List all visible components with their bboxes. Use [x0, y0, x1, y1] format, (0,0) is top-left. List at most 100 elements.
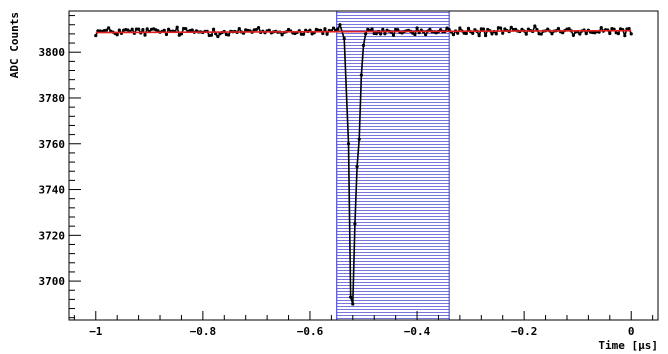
plot-frame [68, 10, 659, 321]
waveform-point [481, 27, 486, 31]
waveform-point [379, 32, 383, 36]
waveform-point [616, 32, 620, 36]
waveform-point [364, 32, 368, 36]
waveform-point [141, 28, 145, 32]
waveform-point [209, 33, 214, 37]
waveform-point [164, 32, 169, 37]
highlight-region-layer [336, 11, 450, 320]
waveform-point [357, 137, 361, 141]
waveform-point [361, 43, 366, 47]
y-tick-label: 3740 [39, 184, 66, 197]
waveform-point [428, 27, 432, 31]
fit-line [95, 29, 632, 34]
waveform-point [301, 32, 306, 36]
waveform-point [256, 26, 261, 30]
series-layer [94, 23, 633, 306]
waveform-point [323, 27, 327, 31]
waveform-point [451, 33, 456, 37]
waveform-point [599, 26, 603, 30]
waveform-point [556, 26, 561, 31]
waveform-point [338, 23, 342, 27]
waveform-point [533, 24, 537, 28]
waveform-point [370, 27, 374, 31]
waveform-point [184, 27, 188, 31]
waveform-point [355, 165, 359, 169]
waveform-point [321, 31, 325, 36]
waveform-point [550, 32, 554, 36]
waveform-point [104, 28, 109, 32]
waveform-point [143, 33, 147, 37]
x-axis-title: Time [μs] [598, 339, 658, 352]
waveform-point [415, 26, 419, 30]
waveform-point [567, 27, 571, 31]
waveform-point [466, 26, 471, 30]
waveform-point [494, 32, 498, 36]
waveform-point [346, 142, 351, 146]
x-axis: −1 −0.8 −0.6 −0.4 −0.2 0 [73, 311, 654, 338]
waveform-point [524, 32, 528, 36]
waveform-point [629, 32, 633, 36]
waveform-point [578, 32, 582, 36]
waveform-point [325, 32, 329, 36]
waveform-point [584, 32, 588, 36]
waveform-point [501, 31, 505, 35]
waveform-point [349, 295, 353, 299]
waveform-point [280, 33, 284, 37]
y-axis-title: ADC Counts [8, 12, 21, 78]
waveform-point [336, 27, 340, 31]
y-axis: 3700 3720 3740 3760 3780 3800 [39, 15, 81, 319]
waveform-point [464, 31, 468, 36]
waveform-point [571, 33, 576, 37]
waveform-point [267, 28, 271, 32]
waveform-point [359, 73, 363, 77]
waveform-point [490, 32, 494, 36]
waveform-point [145, 27, 149, 31]
waveform-point [458, 26, 462, 30]
x-tick-label: −1 [89, 325, 103, 338]
waveform-point [498, 26, 503, 30]
waveform-point [211, 27, 216, 31]
waveform-point [351, 302, 355, 306]
waveform-point [107, 26, 111, 30]
waveform-point [447, 27, 451, 32]
waveform-point [608, 31, 612, 36]
waveform-point [130, 27, 134, 31]
waveform-point [94, 34, 98, 38]
waveform-point [477, 34, 481, 38]
waveform-point [483, 33, 488, 38]
waveform-point [179, 32, 184, 36]
waveform-point [331, 26, 336, 30]
x-tick-label: −0.2 [511, 325, 538, 338]
waveform-point [561, 31, 565, 35]
waveform-point [254, 27, 259, 32]
waveform-point [353, 222, 357, 226]
y-tick-label: 3720 [39, 229, 66, 242]
y-tick-label: 3760 [39, 138, 66, 151]
waveform-point [456, 31, 460, 35]
waveform-point [396, 28, 400, 32]
waveform-point [117, 28, 121, 32]
waveform-point [623, 33, 627, 38]
waveform-point [381, 27, 385, 32]
waveform-point [413, 32, 417, 37]
waveform-point [342, 36, 346, 41]
waveform-point [226, 33, 231, 37]
waveform-point [137, 27, 141, 31]
waveform-point [424, 33, 428, 37]
y-tick-label: 3780 [39, 92, 66, 105]
waveform-point [627, 27, 631, 31]
waveform-point [214, 32, 218, 36]
waveform-point [391, 33, 396, 37]
waveform-point [166, 27, 171, 31]
waveform-point [237, 26, 241, 31]
waveform-point [175, 25, 179, 29]
waveform-point [383, 32, 387, 36]
waveform-point [374, 32, 378, 36]
waveform-point [513, 27, 518, 31]
y-tick-label: 3800 [39, 46, 66, 59]
waveform-point [471, 31, 475, 35]
x-tick-label: 0 [628, 325, 635, 338]
x-tick-label: −0.8 [190, 325, 217, 338]
